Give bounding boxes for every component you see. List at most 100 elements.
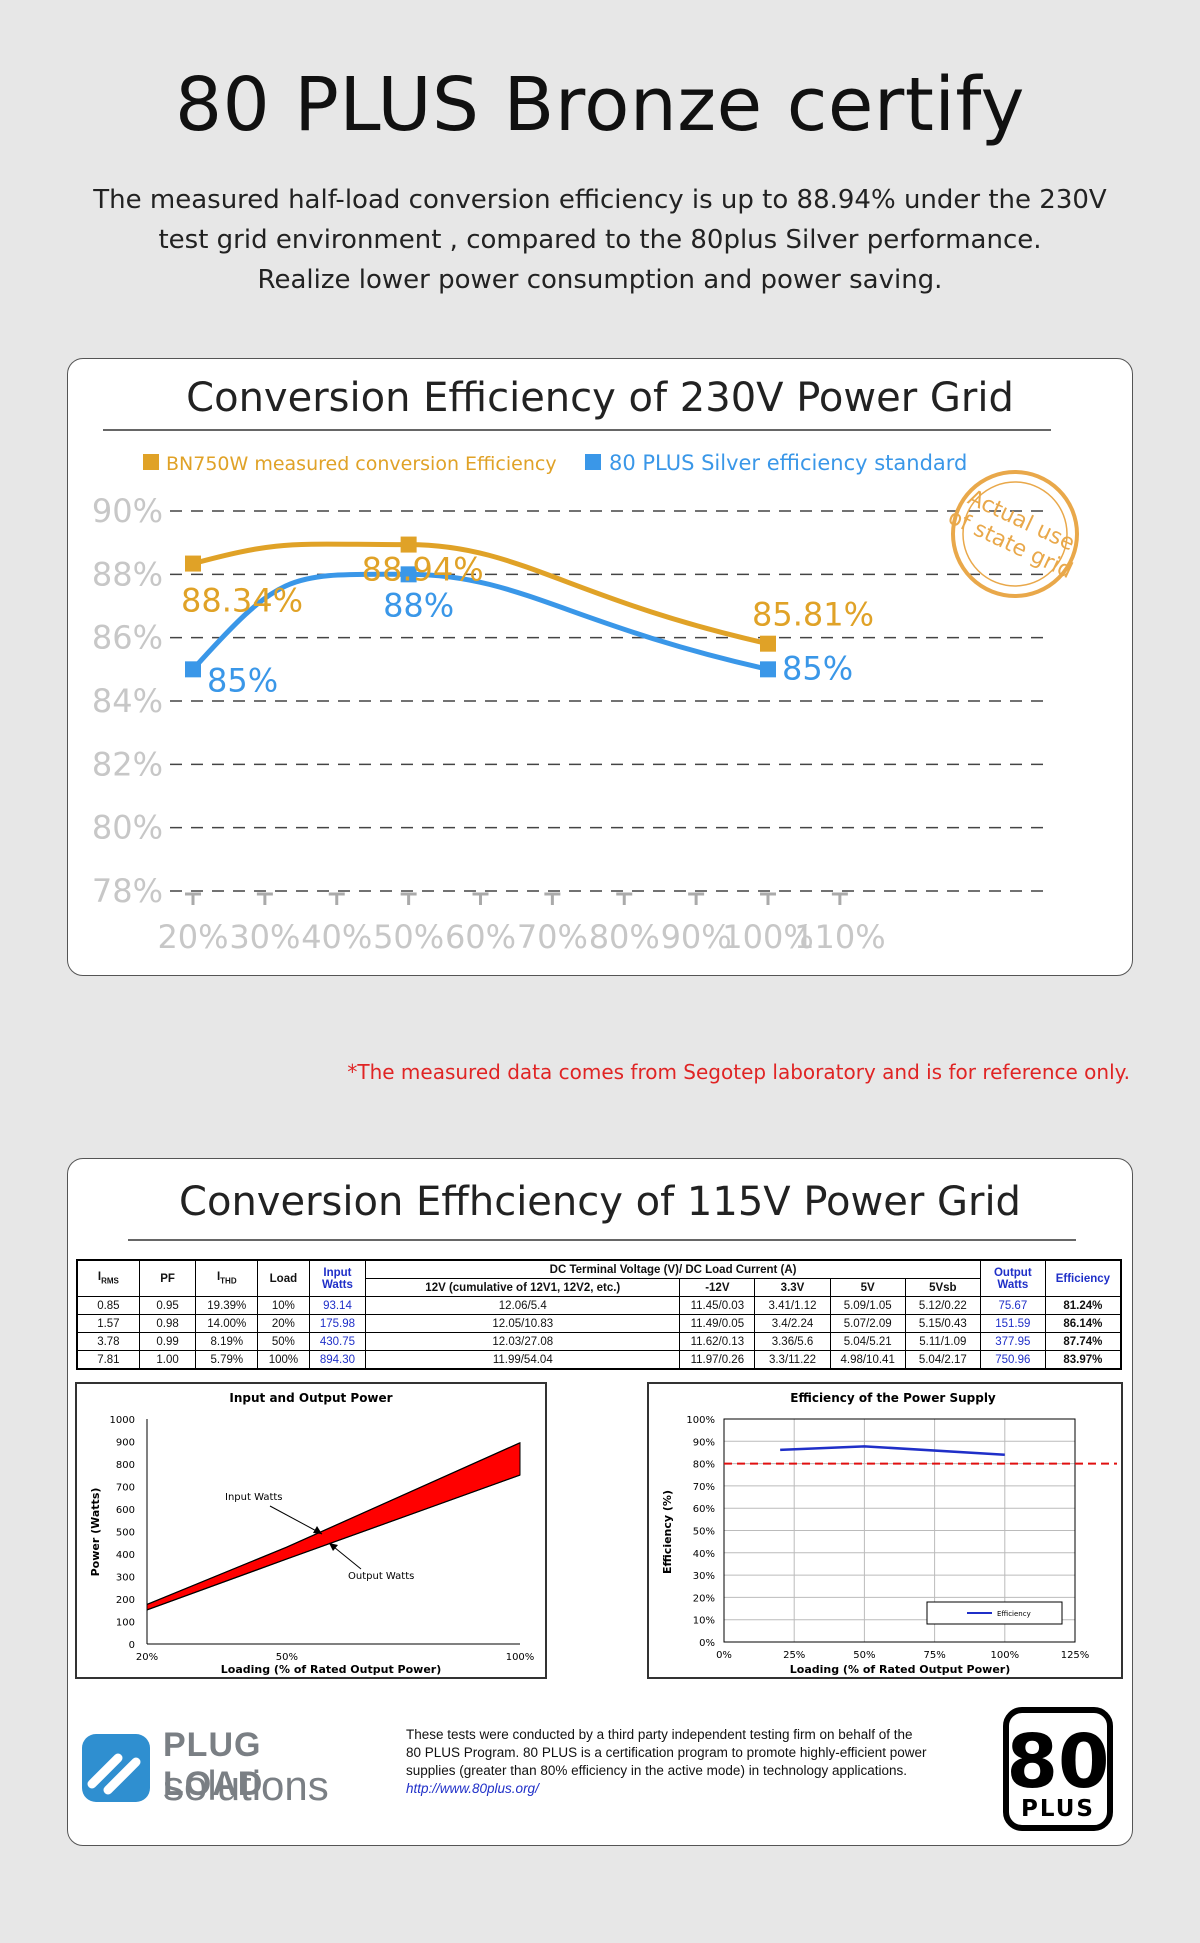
header-input-watts: Input Watts: [308, 1259, 367, 1297]
x-tick-label: 50%: [276, 1652, 298, 1663]
y-tick-label: 60%: [693, 1504, 715, 1515]
table-cell: 377.95: [979, 1332, 1046, 1351]
table-cell: 81.24%: [1044, 1296, 1122, 1315]
x-tick-label: 90%: [661, 918, 732, 956]
table-cell: 11.62/0.13: [679, 1332, 756, 1351]
x-tick-label: 50%: [373, 918, 444, 956]
y-tick-label: 30%: [693, 1571, 715, 1582]
x-tick-label: 100%: [722, 918, 813, 956]
annotation-input-watts: Input Watts: [225, 1492, 283, 1503]
table-cell: 5.04/2.17: [904, 1350, 981, 1370]
y-tick-label: 900: [116, 1438, 135, 1449]
table-cell: 83.97%: [1044, 1350, 1122, 1370]
y-tick-label: 50%: [693, 1527, 715, 1538]
y-tick-label: 1000: [110, 1415, 135, 1426]
x-axis-label: Loading (% of Rated Output Power): [790, 1663, 1010, 1676]
y-axis-label: Efficiency (%): [661, 1490, 674, 1574]
plug-load-solutions-logo: PLUG LOAD solutions: [78, 1724, 368, 1814]
data-point-marker: [400, 566, 417, 583]
table-cell: 750.96: [979, 1350, 1046, 1370]
x-tick-label: 100%: [991, 1650, 1020, 1661]
legend-label-bn750w: BN750W measured conversion Efficiency: [166, 453, 557, 475]
plus-logo-word: PLUS: [1021, 1796, 1095, 1822]
subtitle-line: The measured half-load conversion effici…: [93, 185, 1107, 215]
table-cell: 3.78: [76, 1332, 140, 1351]
series-line-output: [146, 1474, 521, 1611]
x-tick-label: 50%: [853, 1650, 875, 1661]
table-cell: 0.95: [138, 1296, 197, 1315]
data-point-marker: [400, 536, 417, 553]
subheader-minus12v: -12V: [679, 1278, 756, 1297]
table-cell: 12.06/5.4: [365, 1296, 681, 1315]
subtitle-line: test grid environment , compared to the …: [158, 225, 1042, 255]
annotation-arrow: [269, 1505, 323, 1535]
subheader-3v3: 3.3V: [754, 1278, 831, 1297]
title-divider: [128, 1239, 1076, 1241]
x-tick-label: 100%: [506, 1652, 535, 1663]
y-tick-label: 88%: [92, 555, 163, 593]
legend-label: Efficiency: [997, 1610, 1031, 1618]
y-tick-label: 84%: [92, 682, 163, 720]
table-cell: 3.41/1.12: [754, 1296, 831, 1315]
x-tick-label: 80%: [589, 918, 660, 956]
chart-title: Conversion Efficiency of 230V Power Grid: [186, 375, 1014, 421]
table-cell: 87.74%: [1044, 1332, 1122, 1351]
title-divider: [103, 429, 1051, 431]
table-cell: 4.98/10.41: [829, 1350, 906, 1370]
table-cell: 5.09/1.05: [829, 1296, 906, 1315]
header-irms: IRMS: [76, 1259, 140, 1297]
page-title: 80 PLUS Bronze certify: [175, 62, 1025, 148]
y-tick-label: 90%: [693, 1437, 715, 1448]
data-point-marker: [760, 635, 776, 652]
table-cell: 5.15/0.43: [904, 1314, 981, 1333]
y-tick-label: 100%: [686, 1415, 715, 1426]
table-cell: 11.49/0.05: [679, 1314, 756, 1333]
y-tick-label: 20%: [693, 1593, 715, 1604]
table-cell: 11.99/54.04: [365, 1350, 681, 1370]
header-dc-terminal: DC Terminal Voltage (V)/ DC Load Current…: [365, 1259, 981, 1279]
x-tick-label: 20%: [157, 918, 228, 956]
x-tick-label: 25%: [783, 1650, 805, 1661]
table-cell: 86.14%: [1044, 1314, 1122, 1333]
legend-swatch-silver: [585, 454, 601, 470]
header-efficiency: Efficiency: [1044, 1259, 1122, 1297]
data-label-bn750w: 88.34%: [181, 582, 303, 620]
y-tick-label: 500: [116, 1528, 135, 1539]
80plus-link[interactable]: http://www.80plus.org/: [406, 1781, 539, 1796]
table-cell: 93.14: [308, 1296, 367, 1315]
data-label-silver: 85%: [782, 649, 853, 687]
y-tick-label: 40%: [693, 1549, 715, 1560]
y-tick-label: 80%: [92, 809, 163, 847]
data-point-marker: [185, 661, 201, 678]
table-cell: 0.98: [138, 1314, 197, 1333]
efficiency-chart-230v: 90%88%86%84%82%80%78%20% 30% 40% 50% 60% 70% 8…: [92, 451, 1079, 956]
series-line-efficiency: [780, 1445, 1005, 1456]
y-tick-label: 78%: [92, 872, 163, 910]
annotation-arrowhead: [329, 1543, 338, 1551]
table-cell: 7.81: [76, 1350, 140, 1370]
subheader-12v: 12V (cumulative of 12V1, 12V2, etc.): [365, 1278, 681, 1297]
y-tick-label: 200: [116, 1595, 135, 1606]
subheader-5vsb: 5Vsb: [904, 1278, 981, 1297]
plus-logo-number: 80: [1007, 1719, 1110, 1805]
input-output-power-chart: Input and Output Power 0 100 200 300 400 500 60…: [75, 1382, 547, 1679]
x-tick-label: 60%: [445, 918, 516, 956]
table-row: 0.85 0.95 19.39% 10% 93.14 12.06/5.4 11.45/0.0…: [76, 1296, 1122, 1315]
table-cell: 10%: [257, 1296, 310, 1315]
legend-label-silver: 80 PLUS Silver efficiency standard: [609, 451, 967, 475]
table-cell: 0.85: [76, 1296, 140, 1315]
table-cell: 5.07/2.09: [829, 1314, 906, 1333]
table-cell: 20%: [257, 1314, 310, 1333]
page-subtitle: The measured half-load conversion effici…: [60, 180, 1140, 300]
test-data-table: IRMS PF ITHD Load Input Watts DC Termina…: [76, 1259, 1122, 1370]
table-cell: 3.3/11.22: [754, 1350, 831, 1370]
chart-frame: [75, 1382, 547, 1679]
table-cell: 894.30: [308, 1350, 367, 1370]
table-cell: 75.67: [979, 1296, 1046, 1315]
chart-card-230v: Conversion Efficiency of 230V Power Grid…: [67, 358, 1133, 976]
y-tick-label: 600: [116, 1505, 135, 1516]
plug-load-mark-icon: [82, 1734, 150, 1802]
table-cell: 5.04/5.21: [829, 1332, 906, 1351]
table-cell: 100%: [257, 1350, 310, 1370]
